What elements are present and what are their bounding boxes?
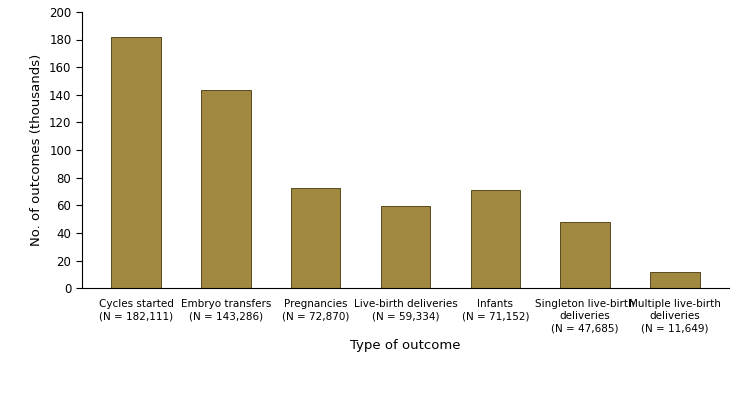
Bar	[650, 272, 699, 288]
Bar	[112, 37, 161, 288]
Bar	[560, 222, 610, 288]
Bar	[471, 190, 520, 288]
Bar	[381, 206, 430, 288]
Y-axis label: No. of outcomes (thousands): No. of outcomes (thousands)	[31, 54, 43, 246]
Bar	[201, 90, 251, 288]
Bar	[291, 188, 340, 288]
X-axis label: Type of outcome: Type of outcome	[350, 339, 461, 352]
